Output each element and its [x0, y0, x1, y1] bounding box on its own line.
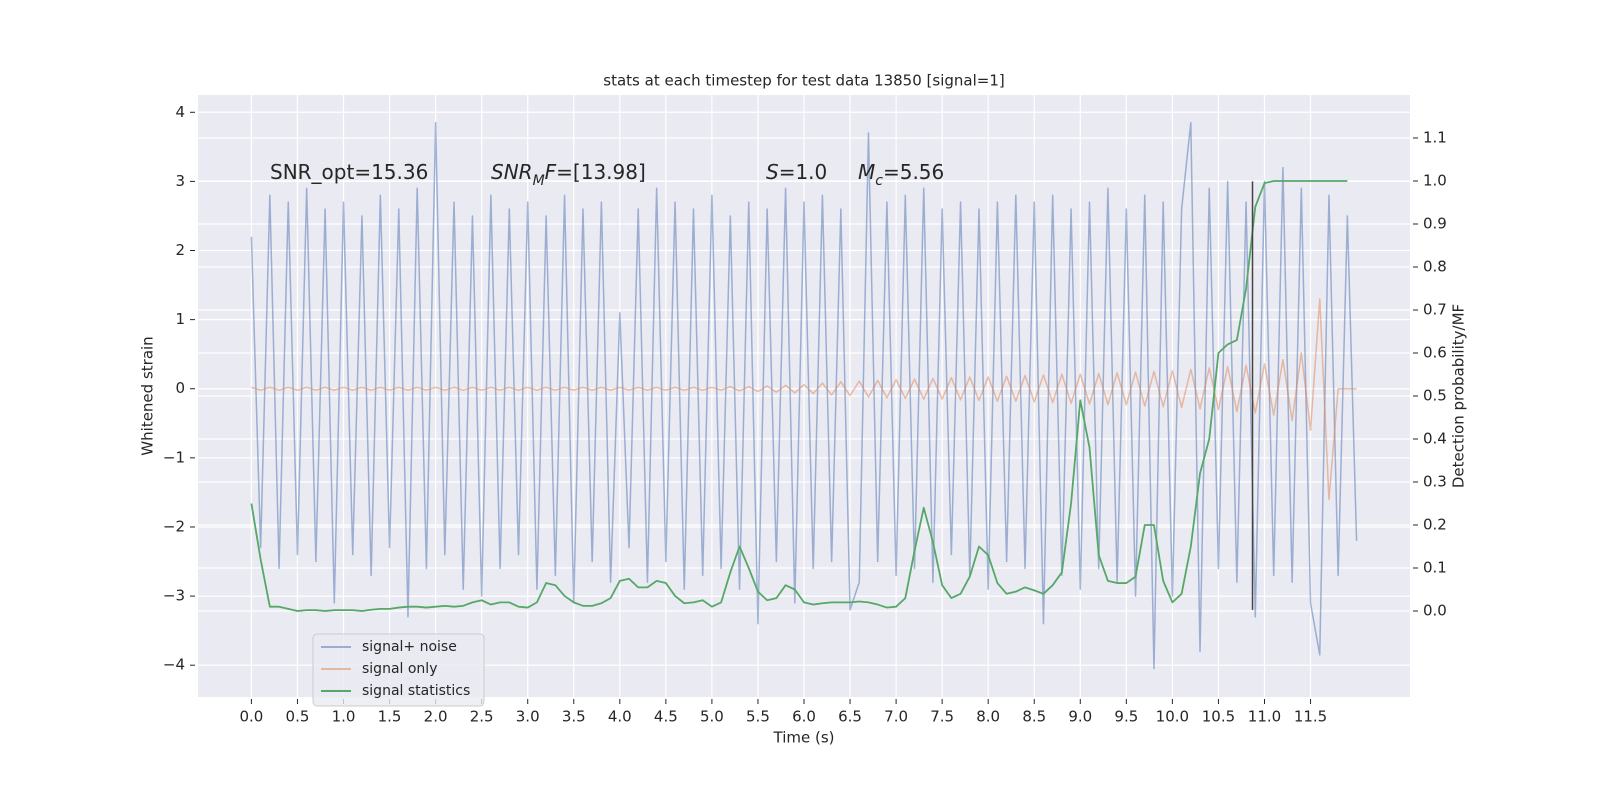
series-line: [250, 180, 1348, 612]
series-line: [251, 298, 1357, 501]
y-axis-label: Whitened strain: [139, 336, 157, 455]
y-tick-label: 4: [175, 103, 185, 121]
x-tick-label: 7.5: [930, 708, 954, 726]
y2-tick-label: 0.0: [1423, 602, 1447, 620]
y2-tick-label: 1.0: [1423, 172, 1447, 190]
x-tick-label: 10.0: [1156, 708, 1189, 726]
x-tick-label: 10.5: [1202, 708, 1235, 726]
series-line: [250, 121, 1358, 670]
y-tick-label: 0: [175, 379, 185, 397]
x-tick-label: 0.5: [286, 708, 310, 726]
x-tick-label: 5.0: [700, 708, 724, 726]
y-tick-label: 3: [175, 172, 185, 190]
x-tick-label: 5.5: [746, 708, 770, 726]
x-tick-label: 9.5: [1114, 708, 1138, 726]
y-tick-label: −1: [163, 448, 185, 466]
x-tick-label: 1.5: [378, 708, 402, 726]
annotation: Mc=5.56: [858, 160, 944, 190]
x-tick-label: 7.0: [884, 708, 908, 726]
x-axis-label: Time (s): [773, 729, 835, 747]
y2-tick-label: 0.2: [1423, 516, 1447, 534]
y2-axis-label: Detection probability/MF: [1450, 304, 1468, 488]
x-tick-label: 9.0: [1068, 708, 1092, 726]
annotation-part: =[13.98]: [556, 160, 646, 184]
legend-label: signal+ noise: [362, 639, 457, 655]
annotation-part: SNR: [491, 160, 533, 184]
x-tick-label: 8.0: [976, 708, 1000, 726]
x-tick-label: 3.0: [516, 708, 540, 726]
annotation-part: M: [533, 173, 545, 189]
y2-tick-label: 0.8: [1423, 258, 1447, 276]
x-tick-label: 3.5: [562, 708, 586, 726]
y-tick-label: 1: [175, 310, 185, 328]
annotation-part: S: [766, 160, 779, 184]
y-tick-label: −4: [163, 656, 185, 674]
x-tick-label: 4.0: [608, 708, 632, 726]
y2-tick-label: 0.9: [1423, 215, 1447, 233]
y2-tick-label: 0.3: [1423, 473, 1447, 491]
x-tick-label: 6.0: [792, 708, 816, 726]
y2-tick-label: 0.7: [1423, 301, 1447, 319]
annotation: S=1.0: [766, 160, 827, 184]
x-tick-label: 11.5: [1294, 708, 1327, 726]
annotation-part: F: [545, 160, 557, 184]
annotation-part: c: [875, 173, 883, 189]
y2-tick-label: 0.5: [1423, 387, 1447, 405]
annotation-part: SNR_opt=15.36: [270, 160, 428, 184]
x-tick-label: 11.0: [1248, 708, 1281, 726]
y-tick-label: −3: [163, 587, 185, 605]
x-tick-label: 1.0: [332, 708, 356, 726]
chart-title: stats at each timestep for test data 138…: [603, 72, 1004, 90]
y2-tick-label: 1.1: [1423, 129, 1447, 147]
y2-tick-label: 0.4: [1423, 430, 1447, 448]
annotation: SNR_opt=15.36: [270, 160, 428, 184]
y-tick-label: 2: [175, 241, 185, 259]
x-tick-label: 4.5: [654, 708, 678, 726]
x-tick-label: 8.5: [1022, 708, 1046, 726]
x-tick-label: 2.0: [424, 708, 448, 726]
annotation-part: M: [858, 160, 875, 184]
annotation-part: =1.0: [779, 160, 828, 184]
legend: signal+ noise signal only signal statistic…: [312, 633, 485, 707]
y2-tick-label: 0.1: [1423, 559, 1447, 577]
legend-label: signal only: [362, 661, 437, 677]
annotation: SNRMF=[13.98]: [491, 160, 646, 190]
legend-box: [312, 633, 485, 707]
legend-label: signal statistics: [362, 683, 470, 699]
x-tick-label: 2.5: [470, 708, 494, 726]
annotation-part: =5.56: [883, 160, 944, 184]
y2-tick-label: 0.6: [1423, 344, 1447, 362]
y-tick-label: −2: [163, 517, 185, 535]
x-tick-label: 6.5: [838, 708, 862, 726]
x-tick-label: 0.0: [239, 708, 263, 726]
